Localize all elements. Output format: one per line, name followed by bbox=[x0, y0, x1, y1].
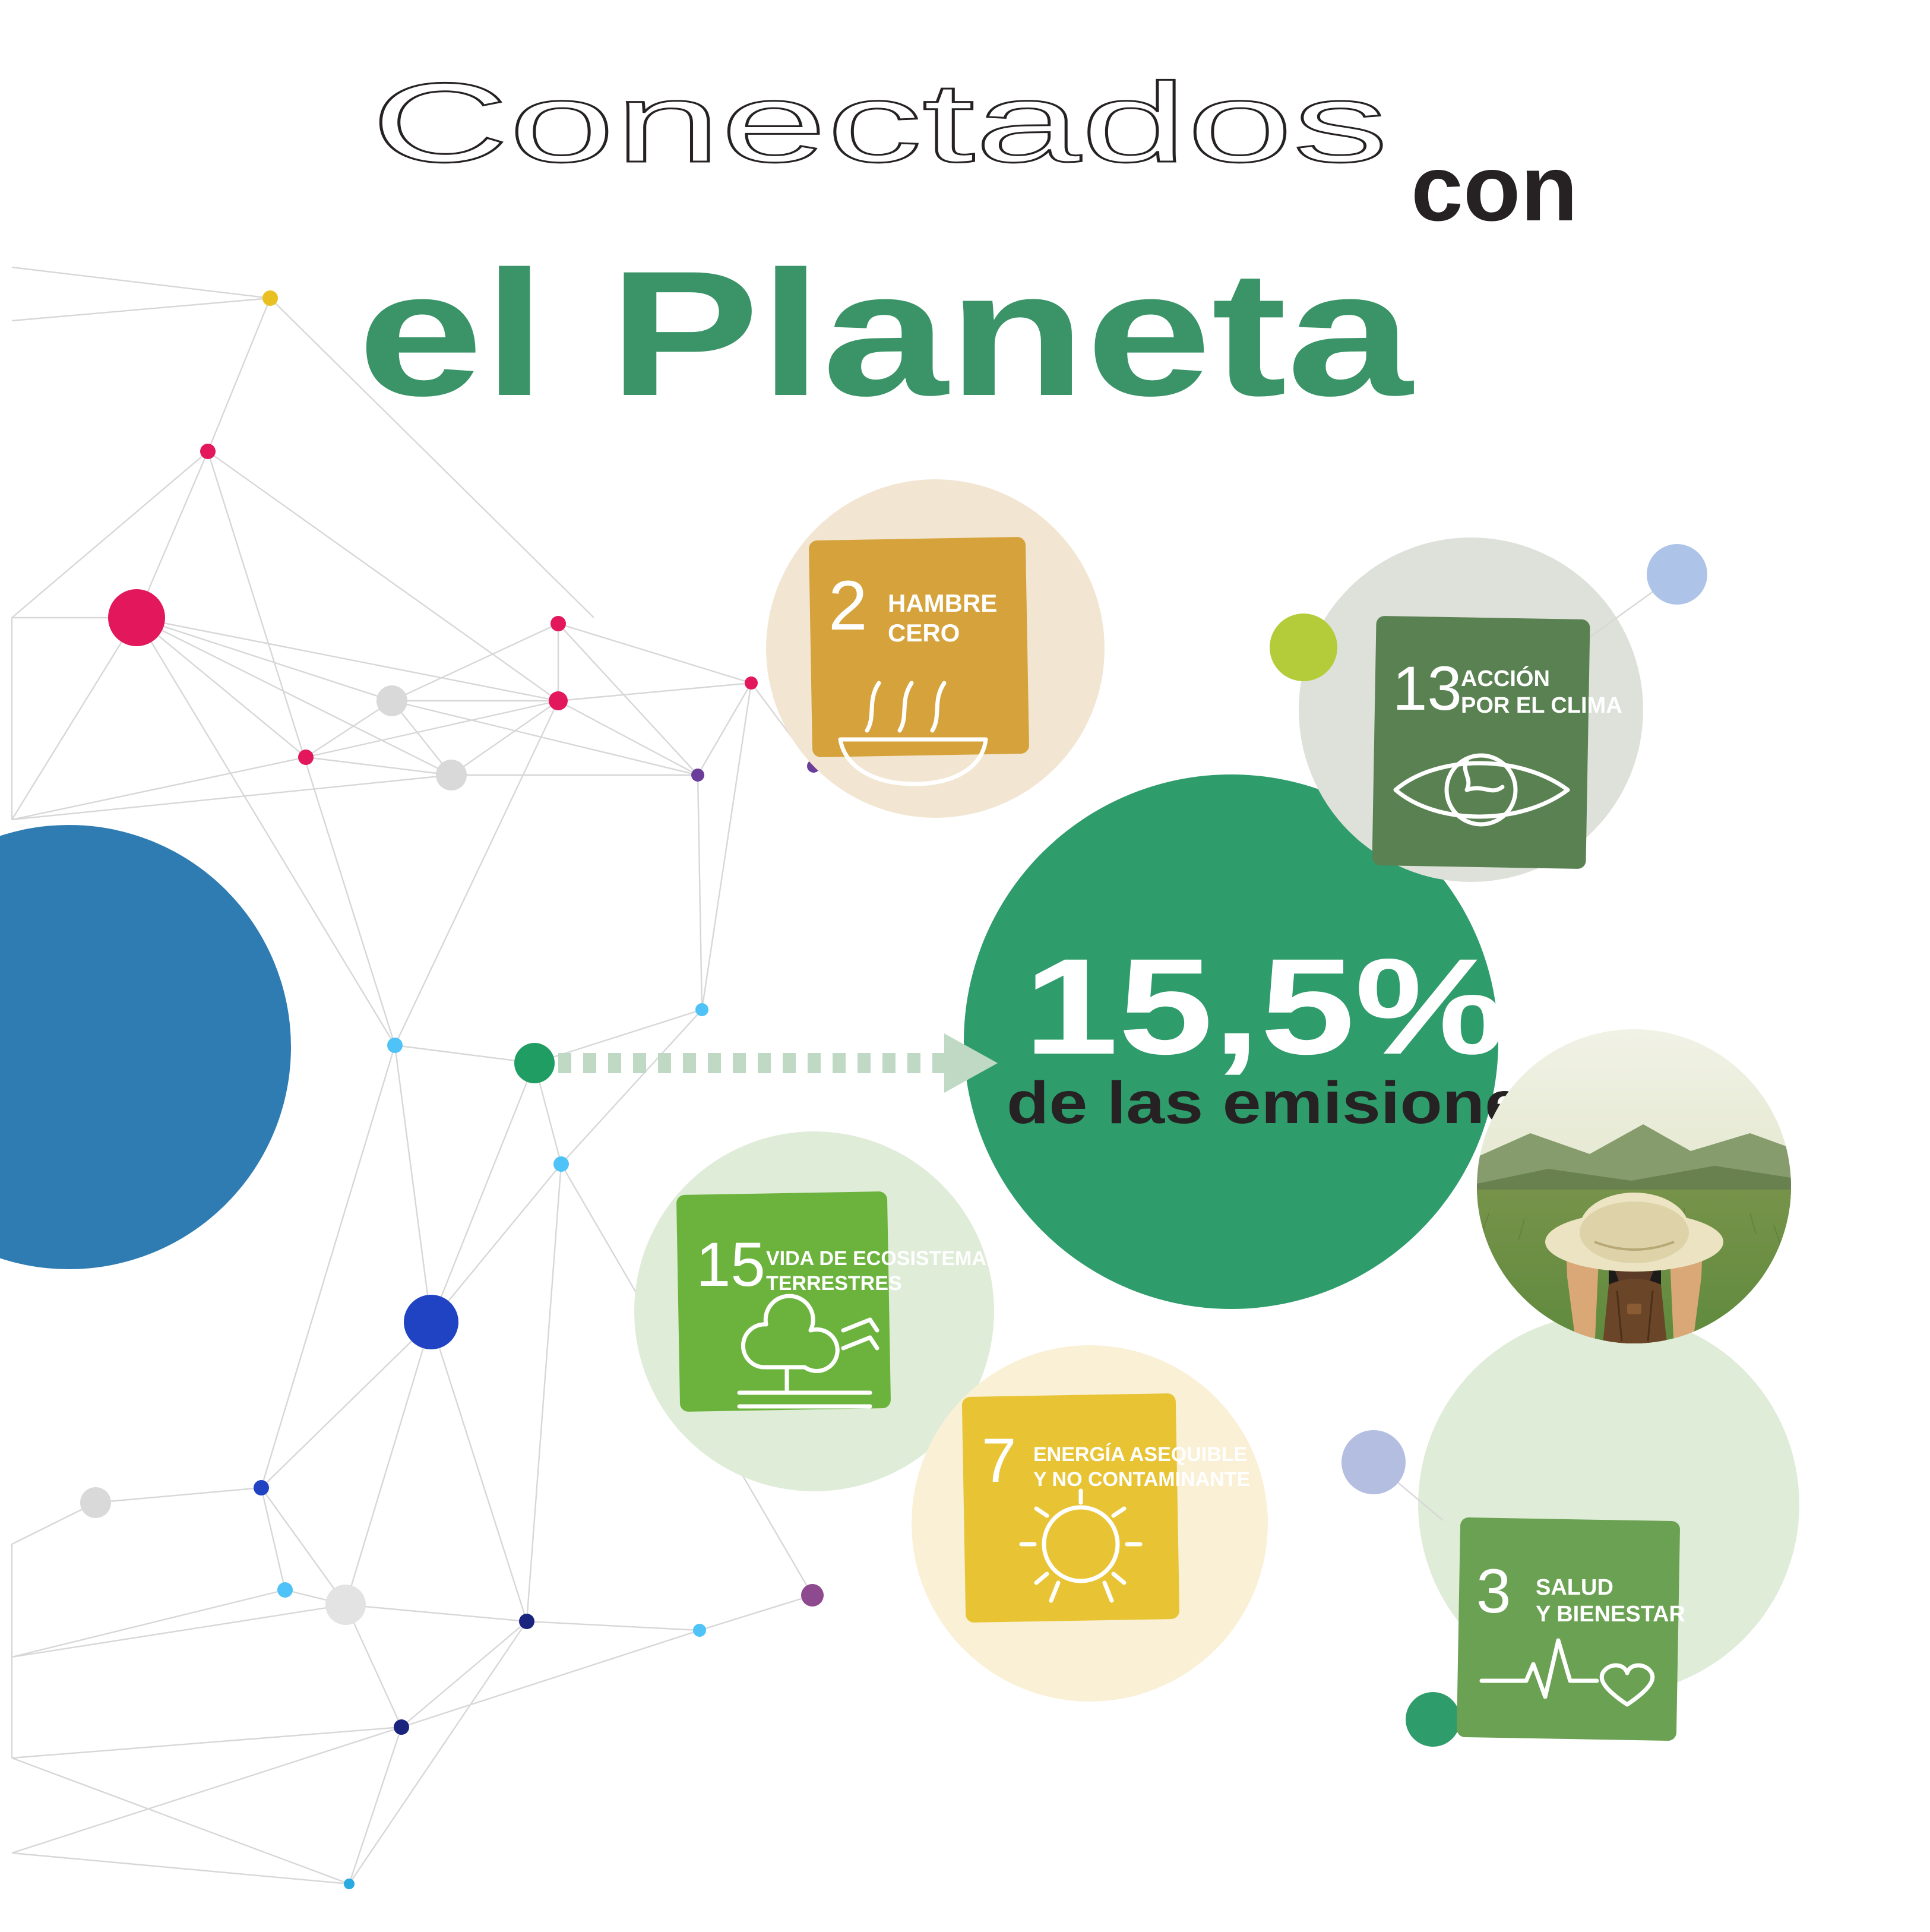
svg-text:VIDA DE ECOSISTEMAS: VIDA DE ECOSISTEMAS bbox=[766, 1247, 1000, 1270]
svg-text:ENERGÍA ASEQUIBLE: ENERGÍA ASEQUIBLE bbox=[1033, 1443, 1247, 1466]
svg-text:HAMBRE: HAMBRE bbox=[888, 589, 997, 617]
svg-text:15,5%: 15,5% bbox=[1024, 930, 1506, 1083]
svg-text:CERO: CERO bbox=[888, 619, 960, 647]
svg-text:POR EL CLIMA: POR EL CLIMA bbox=[1461, 693, 1622, 718]
svg-text:ACCIÓN: ACCIÓN bbox=[1461, 665, 1550, 691]
svg-text:7: 7 bbox=[982, 1426, 1016, 1495]
svg-text:13: 13 bbox=[1393, 654, 1462, 723]
svg-text:Y BIENESTAR: Y BIENESTAR bbox=[1536, 1602, 1685, 1627]
svg-text:3: 3 bbox=[1476, 1557, 1511, 1626]
svg-text:2: 2 bbox=[828, 567, 868, 645]
svg-text:de las emisiones: de las emisiones bbox=[1007, 1070, 1562, 1136]
svg-text:Y NO CONTAMINANTE: Y NO CONTAMINANTE bbox=[1033, 1468, 1250, 1491]
svg-text:TERRESTRES: TERRESTRES bbox=[766, 1272, 902, 1295]
svg-text:SALUD: SALUD bbox=[1536, 1575, 1613, 1600]
svg-text:15: 15 bbox=[696, 1230, 765, 1299]
